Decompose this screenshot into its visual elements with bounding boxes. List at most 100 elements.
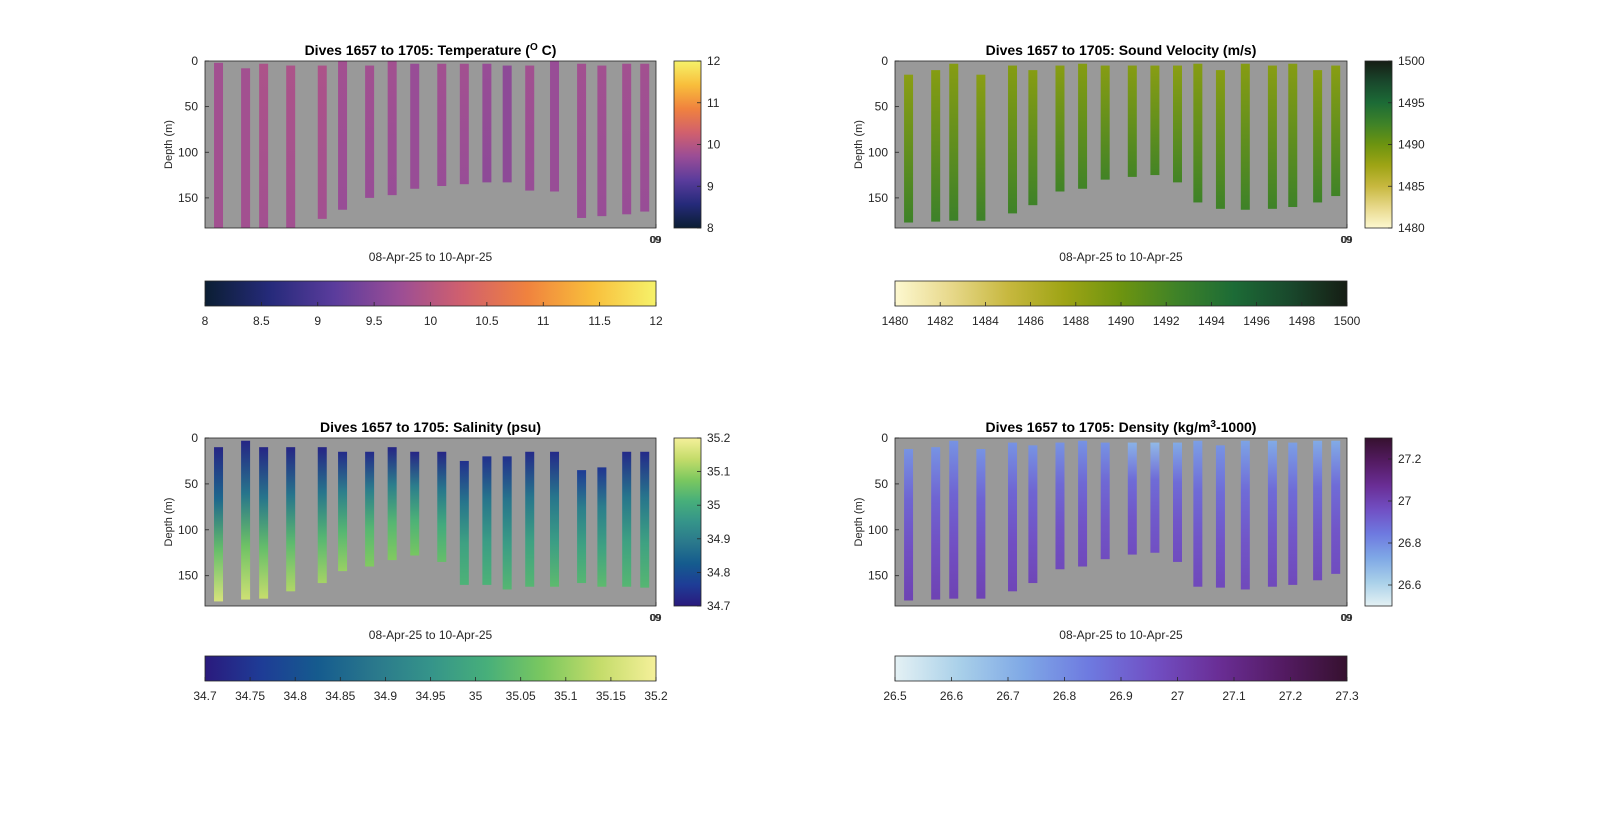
dive-profile — [1267, 65, 1277, 209]
dive-profile — [525, 451, 535, 587]
dive-profile — [525, 65, 535, 191]
axes-frame — [894, 437, 1348, 607]
colorbar-horizontal — [204, 655, 657, 682]
colorbar-tick-label: 35.2 — [644, 689, 668, 703]
dive-profile — [1150, 65, 1160, 176]
colorbar-tick-label: 1494 — [1198, 314, 1225, 328]
dive-profile — [976, 74, 986, 221]
y-tick-label: 50 — [875, 100, 889, 114]
colorbar-tick-label: 8 — [707, 221, 714, 235]
colorbar-tick-label: 11 — [707, 96, 720, 110]
dive-profile — [976, 449, 986, 599]
dive-profile — [640, 451, 650, 588]
colorbar-tick-label: 8 — [202, 314, 209, 328]
dive-profile — [1193, 63, 1203, 203]
y-tick-label: 150 — [178, 569, 198, 583]
x-tick-label: 09 — [1340, 235, 1352, 246]
y-tick-label: 100 — [178, 145, 198, 159]
y-tick-label: 100 — [868, 523, 888, 537]
colorbar-tick-label: 1485 — [1398, 179, 1425, 193]
colorbar-tick-label: 1492 — [1153, 314, 1180, 328]
dive-profile — [1055, 65, 1065, 192]
colorbar-tick-label: 34.85 — [325, 689, 355, 703]
dive-profile — [1240, 440, 1250, 590]
dive-profile — [550, 451, 560, 587]
colorbar-tick-label: 27.1 — [1222, 689, 1246, 703]
colorbar-tick-label: 35.2 — [707, 431, 731, 445]
dive-profile — [597, 467, 607, 587]
dive-profile — [1028, 70, 1038, 206]
dive-profile — [597, 65, 607, 217]
dive-profile — [1215, 70, 1225, 209]
y-tick-label: 150 — [178, 191, 198, 205]
x-tick-label: 09 — [649, 613, 661, 624]
dive-profile — [437, 63, 447, 187]
dive-profile — [410, 63, 420, 189]
dive-profile — [459, 460, 469, 585]
plot-area — [205, 61, 656, 228]
y-tick-label: 150 — [868, 569, 888, 583]
dive-profile — [317, 65, 327, 219]
y-axis-label: Depth (m) — [853, 498, 865, 547]
colorbar-tick-label: 26.7 — [996, 689, 1020, 703]
dive-profile — [482, 63, 492, 183]
dive-profile — [1240, 63, 1250, 210]
dive-profile — [1127, 65, 1137, 177]
x-axis-label: 08-Apr-25 to 10-Apr-25 — [369, 250, 493, 264]
dive-profile — [1100, 442, 1110, 560]
y-tick-label: 50 — [875, 477, 889, 491]
colorbar-tick-label: 1495 — [1398, 96, 1425, 110]
colorbar-tick-label: 10.5 — [475, 314, 499, 328]
x-tick-label: 09 — [1340, 613, 1352, 624]
colorbar-tick-label: 35 — [469, 689, 483, 703]
colorbar-tick-label: 1500 — [1334, 314, 1361, 328]
x-tick-label: 09 — [1341, 613, 1353, 624]
colorbar-tick-label: 34.9 — [707, 532, 731, 546]
colorbar-tick-label: 27.2 — [1279, 689, 1303, 703]
colorbar-tick-label: 1480 — [882, 314, 909, 328]
colorbar-tick-label: 1500 — [1398, 54, 1425, 68]
dive-profile — [577, 63, 587, 218]
colorbar-tick-label: 34.7 — [707, 599, 731, 613]
colorbar-vertical — [1364, 437, 1393, 607]
dive-profile — [241, 68, 251, 229]
x-axis-label: 08-Apr-25 to 10-Apr-25 — [369, 628, 493, 642]
dive-profile — [1008, 65, 1018, 214]
x-tick-label: 09 — [649, 235, 661, 246]
dive-profile — [1078, 63, 1088, 189]
colorbar-tick-label: 27.3 — [1335, 689, 1359, 703]
colorbar-tick-label: 34.7 — [193, 689, 217, 703]
dive-profile — [622, 63, 632, 215]
dive-profile — [1313, 440, 1323, 581]
y-tick-label: 150 — [868, 191, 888, 205]
colorbar-tick-label: 27 — [1398, 494, 1412, 508]
colorbar-tick-label: 27 — [1171, 689, 1185, 703]
dive-profile — [931, 70, 941, 222]
dive-profile — [387, 61, 397, 196]
dive-profile — [622, 451, 632, 587]
dive-profile — [931, 447, 941, 600]
axes-frame — [204, 60, 657, 229]
dive-profile — [502, 65, 512, 183]
dive-profile — [1028, 445, 1038, 584]
dive-profile — [949, 440, 959, 599]
dive-profile — [259, 447, 269, 599]
dive-profile — [365, 451, 375, 567]
chart-title: Dives 1657 to 1705: Salinity (psu) — [320, 419, 541, 435]
colorbar-tick-label: 10 — [707, 138, 721, 152]
dive-profile — [1173, 442, 1182, 562]
dive-profile — [1055, 442, 1065, 570]
y-tick-label: 100 — [868, 145, 888, 159]
dive-profile — [459, 63, 469, 185]
dive-profile — [1215, 445, 1225, 588]
y-tick-label: 100 — [178, 523, 198, 537]
plot-area — [895, 438, 1347, 606]
dive-profile — [1288, 442, 1298, 585]
dive-profile — [1288, 63, 1298, 208]
y-tick-label: 50 — [185, 100, 199, 114]
dive-profile — [387, 447, 397, 561]
dive-profile — [904, 74, 914, 223]
